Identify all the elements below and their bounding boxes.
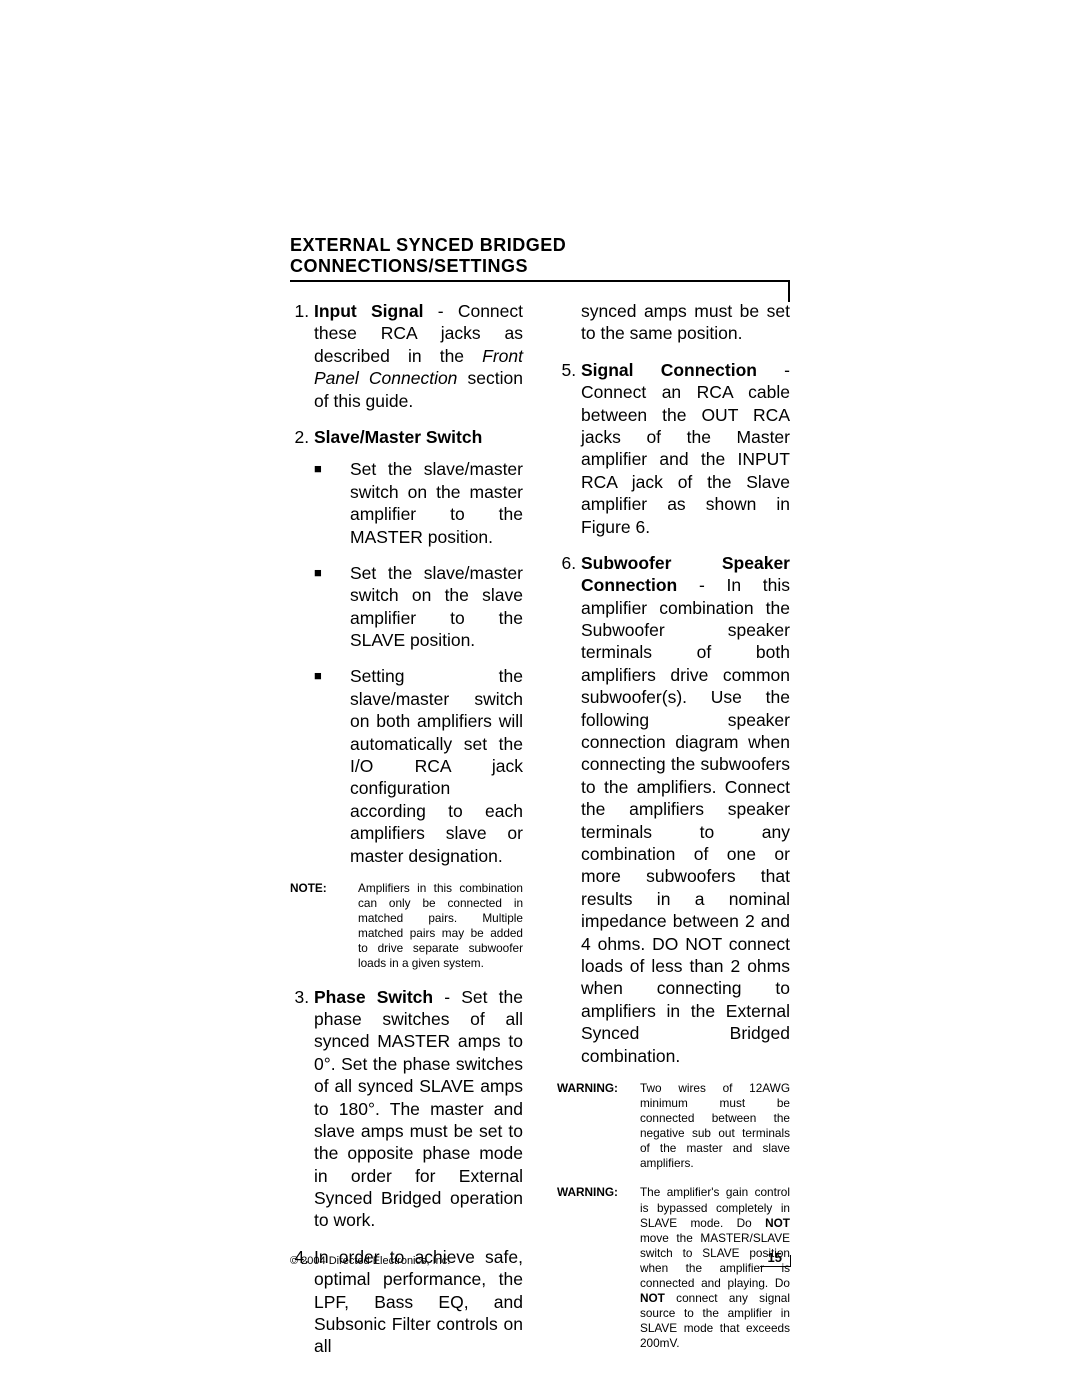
footer: © 2004 Directed Electronics, Inc. 15 (290, 1250, 790, 1267)
note-1-label: NOTE: (290, 881, 336, 972)
list-item-5: Signal Connection - Connect an RCA cable… (581, 359, 790, 538)
warning-2: WARNING: The amplifier's gain control is… (557, 1185, 790, 1351)
item3-text: - Set the phase switches of all synced M… (314, 987, 523, 1231)
item5-text: - Connect an RCA cable between the OUT R… (581, 360, 790, 537)
warning-1-label: WARNING: (557, 1081, 618, 1172)
note-1: NOTE: Amplifiers in this combination can… (290, 881, 523, 972)
item2-bullets: Set the slave/master switch on the maste… (314, 458, 523, 867)
warning-1-body: Two wires of 12AWG minimum must be conne… (640, 1081, 790, 1172)
warning-2-label: WARNING: (557, 1185, 618, 1351)
two-column-body: Input Signal - Connect these RCA jacks a… (290, 300, 790, 1372)
item2-bullet-2: Set the slave/master switch on the slave… (314, 562, 523, 652)
item2-bullet-1: Set the slave/master switch on the maste… (314, 458, 523, 548)
warn2-not2: NOT (640, 1291, 665, 1305)
list-item-6: Subwoofer Speaker Connection - In this a… (581, 552, 790, 1067)
ordered-list-left-cont: Phase Switch - Set the phase switches of… (290, 986, 523, 1358)
warn2-not1: NOT (765, 1216, 790, 1230)
item2-title: Slave/Master Switch (314, 427, 482, 447)
item3-title: Phase Switch (314, 987, 433, 1007)
page: EXTERNAL SYNCED BRIDGED CONNECTIONS/SETT… (0, 0, 1080, 1397)
item6-text: - In this amplifier combination the Subw… (581, 575, 790, 1065)
ordered-list-left: Input Signal - Connect these RCA jacks a… (290, 300, 523, 867)
list-item-2: Slave/Master Switch Set the slave/master… (314, 426, 523, 867)
item4-continuation: synced amps must be set to the same posi… (581, 300, 790, 345)
ordered-list-right: Signal Connection - Connect an RCA cable… (557, 359, 790, 1067)
copyright: © 2004 Directed Electronics, Inc. (290, 1255, 450, 1267)
item2-bullet-3: Setting the slave/master switch on both … (314, 665, 523, 867)
warning-1: WARNING: Two wires of 12AWG minimum must… (557, 1081, 790, 1172)
warning-2-body: The amplifier's gain control is bypassed… (640, 1185, 790, 1351)
page-number: 15 (760, 1250, 790, 1267)
item1-title: Input Signal (314, 301, 424, 321)
item5-title: Signal Connection (581, 360, 757, 380)
note-1-body: Amplifiers in this combination can only … (358, 881, 523, 972)
list-item-3: Phase Switch - Set the phase switches of… (314, 986, 523, 1232)
list-item-1: Input Signal - Connect these RCA jacks a… (314, 300, 523, 412)
section-heading: EXTERNAL SYNCED BRIDGED CONNECTIONS/SETT… (290, 235, 790, 282)
